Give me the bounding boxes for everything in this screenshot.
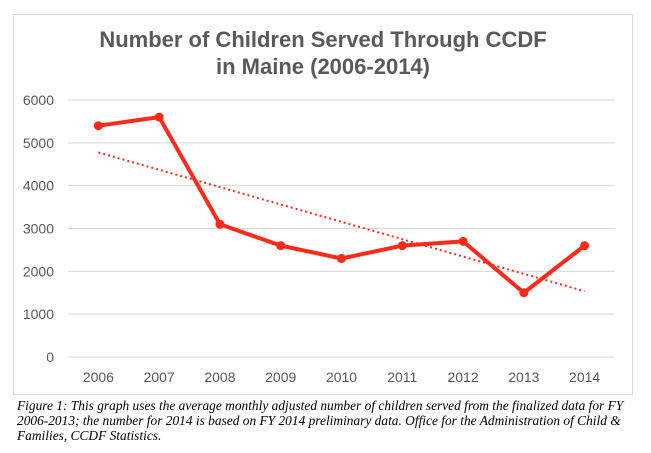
chart-title: Number of Children Served Through CCDF i…: [13, 26, 633, 80]
y-tick-label: 4000: [23, 178, 54, 194]
x-tick-label: 2010: [326, 369, 357, 385]
data-point: [93, 121, 103, 131]
x-tick-label: 2013: [508, 369, 539, 385]
x-tick-label: 2006: [83, 369, 114, 385]
y-tick-label: 5000: [23, 135, 54, 151]
y-tick-label: 1000: [23, 306, 54, 322]
x-tick-label: 2008: [204, 369, 235, 385]
y-tick-label: 6000: [23, 92, 54, 108]
data-point: [337, 253, 346, 263]
data-point: [397, 241, 407, 251]
y-tick-label: 2000: [23, 263, 54, 279]
data-point: [458, 236, 468, 246]
x-tick-label: 2007: [144, 369, 175, 385]
x-tick-label: 2011: [387, 369, 417, 385]
x-tick-label: 2014: [569, 369, 600, 385]
y-tick-label: 0: [46, 349, 54, 365]
data-point: [519, 288, 529, 298]
data-point: [215, 219, 225, 229]
chart-frame: [13, 14, 633, 395]
data-point: [276, 241, 286, 251]
title-line-2: in Maine (2006-2014): [216, 54, 430, 79]
y-tick-label: 3000: [23, 221, 54, 237]
trendline: [98, 151, 585, 293]
x-tick-label: 2009: [265, 369, 296, 385]
data-point: [154, 112, 164, 122]
title-line-1: Number of Children Served Through CCDF: [99, 27, 547, 52]
figure-caption: Figure 1: This graph uses the average mo…: [17, 398, 624, 443]
data-point: [580, 241, 590, 251]
x-tick-label: 2012: [447, 369, 478, 385]
series-line: [98, 115, 586, 295]
